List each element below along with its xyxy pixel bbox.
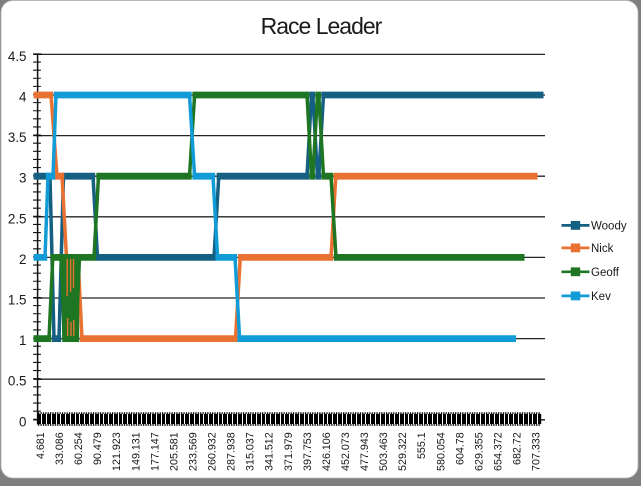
svg-text:4.5: 4.5 <box>8 49 27 64</box>
svg-text:604.78: 604.78 <box>454 432 466 465</box>
svg-text:371.979: 371.979 <box>283 432 295 471</box>
svg-text:426.106: 426.106 <box>321 432 333 471</box>
svg-text:33.086: 33.086 <box>54 432 66 465</box>
svg-text:0: 0 <box>19 414 26 429</box>
svg-text:149.131: 149.131 <box>130 432 142 471</box>
svg-text:555.1: 555.1 <box>416 432 428 459</box>
svg-text:397.753: 397.753 <box>302 432 314 471</box>
svg-text:1: 1 <box>19 333 26 348</box>
svg-text:3.5: 3.5 <box>8 130 27 145</box>
svg-text:4: 4 <box>19 90 27 105</box>
svg-text:2.5: 2.5 <box>8 211 27 226</box>
svg-text:629.355: 629.355 <box>473 432 485 471</box>
svg-text:3: 3 <box>19 171 26 186</box>
svg-text:260.932: 260.932 <box>207 432 219 471</box>
svg-text:4.681: 4.681 <box>35 432 47 459</box>
svg-text:341.512: 341.512 <box>264 432 276 471</box>
svg-text:1.5: 1.5 <box>8 293 27 308</box>
svg-text:Race Leader: Race Leader <box>261 13 383 39</box>
svg-text:477.943: 477.943 <box>359 432 371 471</box>
svg-text:580.054: 580.054 <box>435 432 447 471</box>
svg-text:654.372: 654.372 <box>492 432 504 471</box>
svg-text:Kev: Kev <box>591 291 611 303</box>
svg-text:315.037: 315.037 <box>245 432 257 471</box>
svg-text:707.333: 707.333 <box>531 432 543 471</box>
svg-text:682.72: 682.72 <box>512 432 524 465</box>
svg-text:205.581: 205.581 <box>168 432 180 471</box>
svg-text:121.923: 121.923 <box>111 432 123 471</box>
svg-text:Woody: Woody <box>591 221 627 233</box>
svg-text:529.322: 529.322 <box>397 432 409 471</box>
svg-text:90.479: 90.479 <box>92 432 104 465</box>
svg-text:60.254: 60.254 <box>73 432 85 465</box>
svg-text:0.5: 0.5 <box>8 374 27 389</box>
svg-text:452.073: 452.073 <box>340 432 352 471</box>
svg-text:Nick: Nick <box>591 243 614 255</box>
svg-text:Geoff: Geoff <box>591 267 620 279</box>
svg-text:177.147: 177.147 <box>149 432 161 471</box>
svg-text:287.938: 287.938 <box>226 432 238 471</box>
svg-text:233.569: 233.569 <box>188 432 200 471</box>
svg-text:503.463: 503.463 <box>378 432 390 471</box>
svg-text:2: 2 <box>19 252 26 267</box>
